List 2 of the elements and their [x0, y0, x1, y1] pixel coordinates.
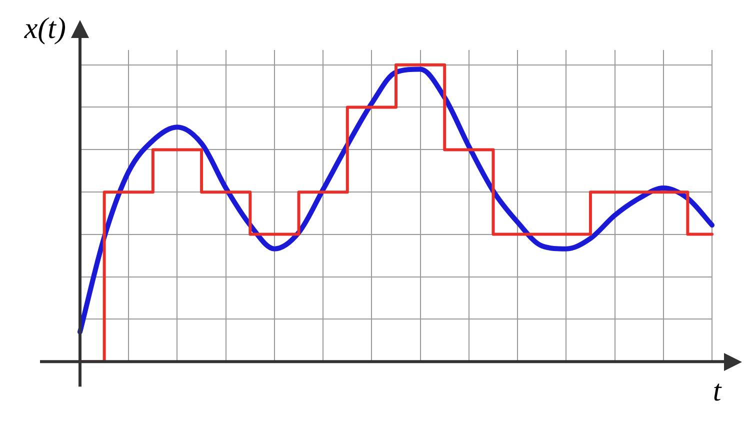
y-axis-title: x(t) — [23, 12, 66, 45]
x-axis-title: t — [712, 374, 722, 408]
